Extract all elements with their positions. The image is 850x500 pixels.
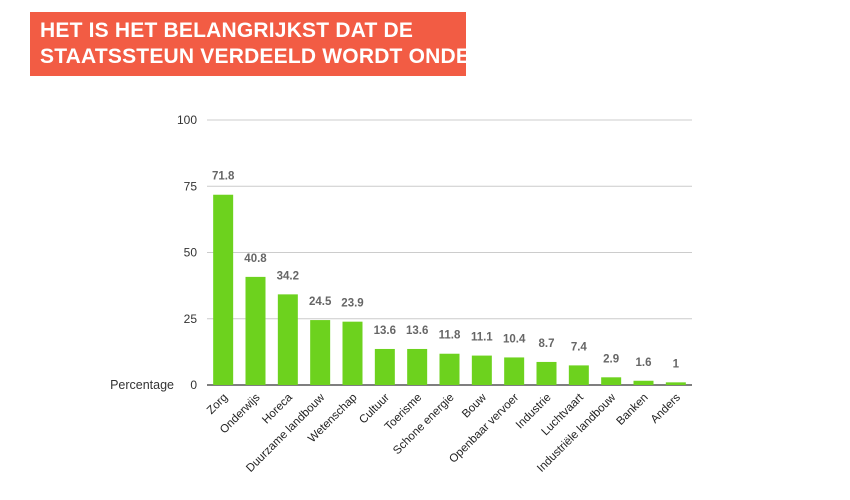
x-tick-label: Banken <box>615 392 651 428</box>
y-tick-label: 75 <box>184 179 198 193</box>
data-label: 7.4 <box>571 341 588 353</box>
data-label: 13.6 <box>374 325 396 337</box>
bar-cultuur <box>374 348 395 385</box>
y-axis-ticks: 0 25 50 75 100 <box>177 113 197 392</box>
y-tick-label: 50 <box>184 246 198 260</box>
bar-luchtvaart <box>568 365 589 385</box>
data-label: 2.9 <box>603 353 619 365</box>
chart-title-line-2: STAATSSTEUN VERDEELD WORDT ONDER: <box>40 45 493 68</box>
data-labels: 71.8 40.8 34.2 24.5 23.9 13.6 13.6 11.8 11.1 10.4… <box>212 171 680 371</box>
bar-duurzame-landbouw <box>310 320 331 385</box>
data-label: 1.6 <box>636 357 652 369</box>
bar-bouw <box>471 355 492 385</box>
bar-industrie <box>536 361 557 385</box>
data-label: 11.1 <box>471 332 493 344</box>
chart-title-line-1: HET IS HET BELANGRIJKST DAT DE <box>40 19 414 42</box>
bar-banken <box>633 380 654 385</box>
data-label: 13.6 <box>406 325 428 337</box>
data-label: 24.5 <box>309 296 332 308</box>
data-label: 10.4 <box>503 333 526 345</box>
bars <box>213 194 686 385</box>
y-axis-label: Percentage <box>110 378 174 392</box>
data-label: 23.9 <box>341 298 363 310</box>
x-tick-label: Zorg <box>205 392 230 417</box>
y-tick-label: 100 <box>177 113 197 127</box>
data-label: 34.2 <box>277 270 299 282</box>
data-label: 11.8 <box>439 330 461 342</box>
data-label: 40.8 <box>244 253 267 265</box>
y-tick-label: 25 <box>184 312 198 326</box>
bar-schone-energie <box>439 353 460 385</box>
bar-horeca <box>277 294 298 385</box>
bar-openbaar-vervoer <box>504 357 525 385</box>
title-banner: HET IS HET BELANGRIJKST DAT DE STAATSSTE… <box>30 12 493 76</box>
bar-wetenschap <box>342 321 363 385</box>
x-tick-label: Bouw <box>460 391 489 420</box>
bar-toerisme <box>407 348 428 385</box>
bar-onderwijs <box>245 276 266 385</box>
x-tick-label: Anders <box>649 391 683 425</box>
x-tick-label: Schone energie <box>391 392 456 457</box>
bar-zorg <box>213 194 234 385</box>
data-label: 71.8 <box>212 171 235 183</box>
data-label: 1 <box>673 358 680 370</box>
data-label: 8.7 <box>539 338 555 350</box>
bar-industri-le-landbouw <box>601 377 622 385</box>
bar-anders <box>665 382 686 385</box>
y-tick-label: 0 <box>190 378 197 392</box>
